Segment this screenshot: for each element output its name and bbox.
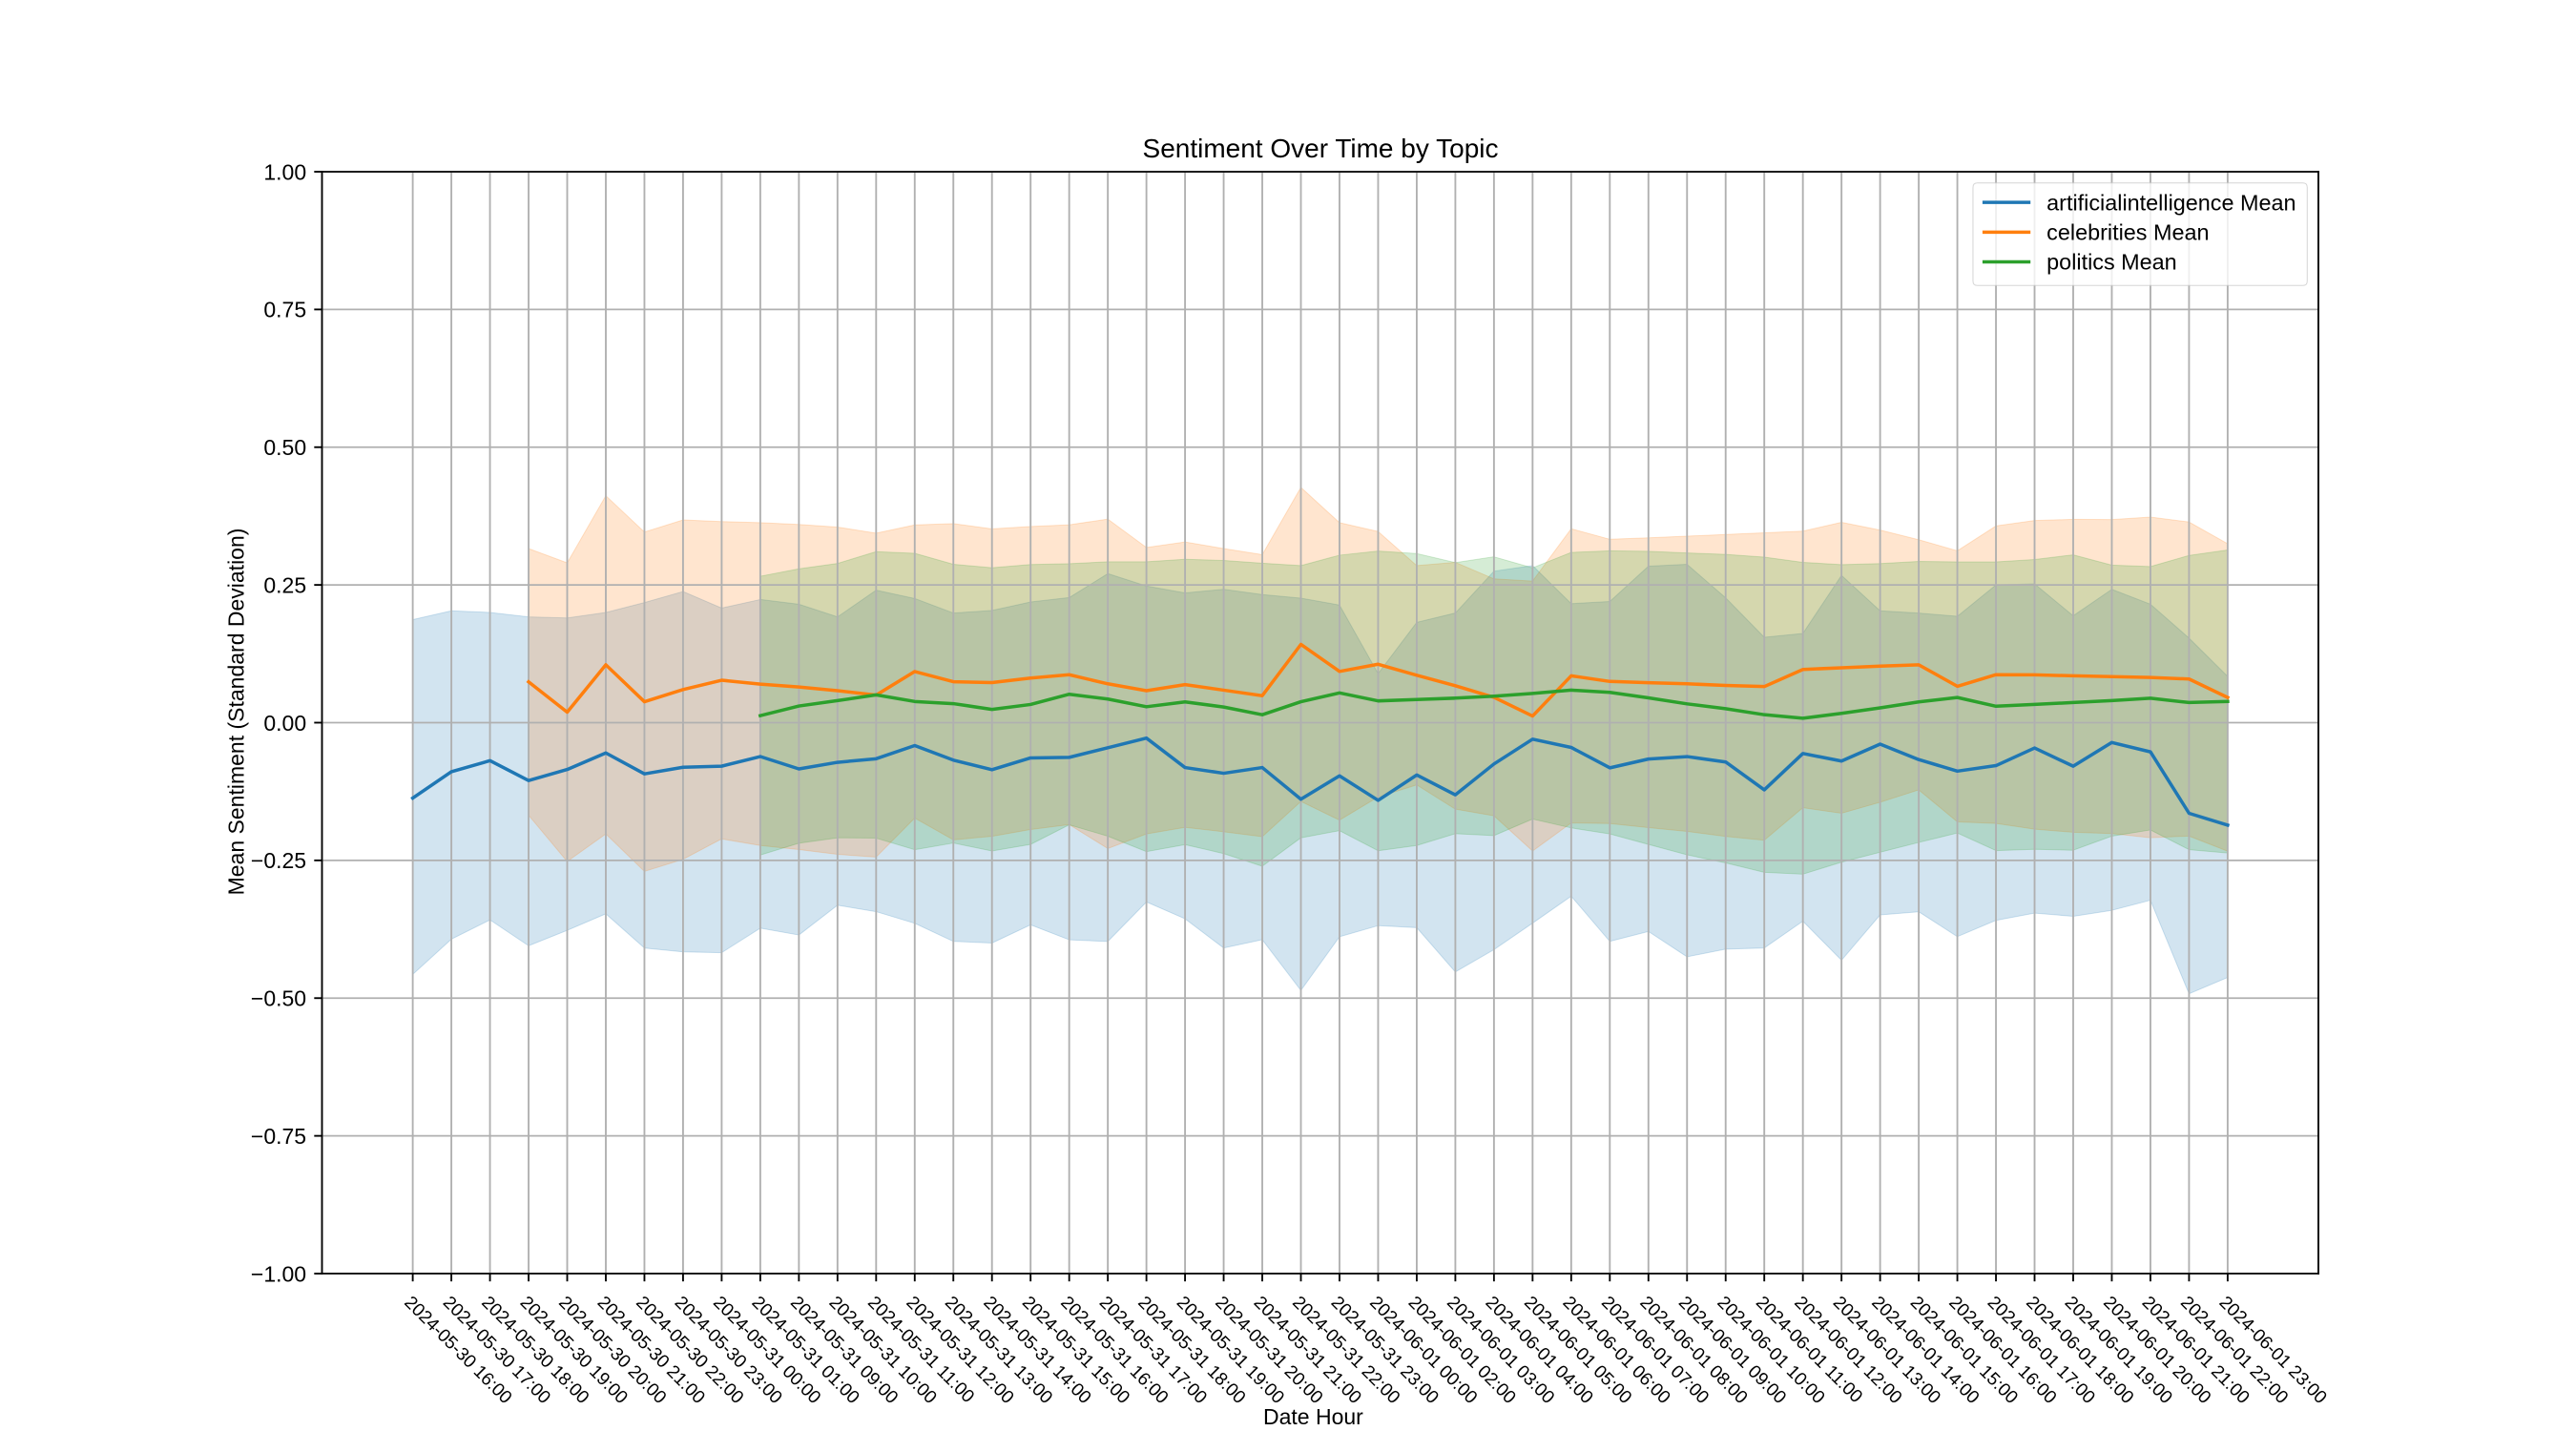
svg-text:−1.00: −1.00 [251,1261,306,1286]
svg-text:−0.50: −0.50 [251,986,306,1011]
svg-text:0.25: 0.25 [263,572,306,597]
svg-text:artificialintelligence Mean: artificialintelligence Mean [2046,190,2296,215]
svg-text:Mean Sentiment (Standard Devia: Mean Sentiment (Standard Deviation) [223,529,248,896]
svg-text:−0.25: −0.25 [251,848,306,873]
svg-text:0.50: 0.50 [263,435,306,460]
svg-text:Sentiment Over Time by Topic: Sentiment Over Time by Topic [1143,134,1499,163]
svg-text:celebrities Mean: celebrities Mean [2046,220,2209,245]
svg-text:politics Mean: politics Mean [2046,250,2177,275]
svg-text:−0.75: −0.75 [251,1124,306,1149]
svg-text:Date Hour: Date Hour [1263,1404,1363,1429]
svg-text:0.75: 0.75 [263,298,306,322]
svg-text:0.00: 0.00 [263,711,306,736]
svg-text:1.00: 1.00 [263,159,306,184]
